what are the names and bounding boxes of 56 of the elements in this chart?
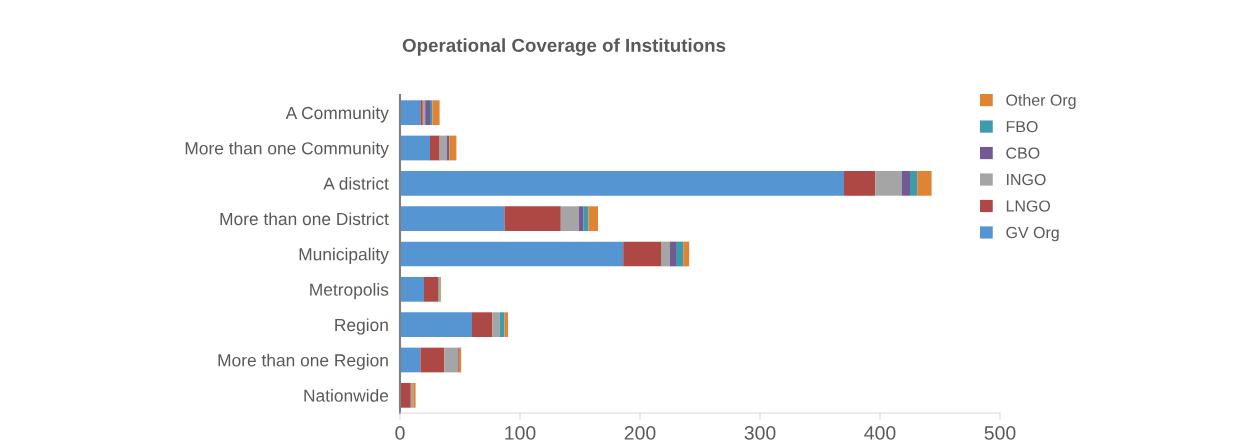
- bar: [472, 312, 493, 338]
- bar: [844, 170, 876, 196]
- chart-title: Operational Coverage of Institutions: [402, 38, 726, 56]
- x-tick-label: 0: [395, 426, 405, 440]
- bar: [425, 100, 430, 126]
- bar: [400, 241, 624, 267]
- bar: [400, 135, 430, 161]
- bar: [901, 170, 910, 196]
- bar: [444, 347, 458, 373]
- y-tick-label: Municipality: [299, 247, 389, 264]
- bar: [676, 241, 684, 267]
- y-tick-label: A Community: [285, 106, 389, 123]
- x-tick-label: 400: [864, 426, 896, 440]
- y-tick-label: More than one District: [220, 212, 389, 226]
- x-tick-label: 200: [624, 426, 656, 440]
- bar: [504, 206, 561, 232]
- bar: [578, 206, 584, 232]
- y-tick-label: More than one Community: [185, 141, 389, 158]
- legend-label: LNGO: [1006, 200, 1051, 212]
- bar: [683, 241, 690, 267]
- bar: [670, 241, 676, 267]
- bar: [400, 100, 421, 126]
- legend-label: CBO: [1006, 147, 1040, 159]
- bar: [560, 206, 579, 232]
- bar: [400, 206, 505, 232]
- bar: [492, 312, 500, 338]
- legend-label: FBO: [1006, 120, 1038, 133]
- bar: [504, 312, 508, 338]
- bar: [910, 170, 918, 196]
- bar: [430, 135, 440, 161]
- legend-label: INGO: [1007, 173, 1046, 186]
- y-tick-label: A district: [323, 177, 389, 190]
- y-tick-label: More than one Region: [218, 353, 388, 370]
- bar: [400, 312, 472, 338]
- bar: [661, 241, 670, 267]
- bar: [623, 241, 662, 267]
- y-tick-label: Region: [335, 318, 388, 335]
- bar: [917, 170, 932, 196]
- y-tick-label: Nationwide: [304, 389, 389, 402]
- bar: [400, 170, 844, 196]
- bar: [875, 170, 902, 196]
- bar: [588, 206, 598, 232]
- x-tick-label: 500: [984, 426, 1016, 440]
- x-tick-label: 300: [744, 426, 776, 440]
- bar: [449, 135, 457, 161]
- bar: [424, 276, 439, 302]
- bar: [420, 347, 445, 373]
- bar: [439, 135, 447, 161]
- legend-label: GV Org: [1006, 226, 1059, 242]
- x-tick-label: 100: [505, 426, 536, 440]
- bar: [400, 276, 424, 302]
- bar: [400, 382, 411, 408]
- y-tick-label: Metropolis: [310, 283, 389, 300]
- bar: [432, 100, 440, 126]
- legend-label: Other Org: [1006, 94, 1076, 109]
- bar: [400, 347, 421, 373]
